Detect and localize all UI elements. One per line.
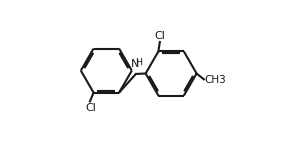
Text: H: H — [135, 58, 142, 67]
Text: Cl: Cl — [85, 103, 96, 113]
Text: N: N — [131, 59, 139, 69]
Text: Cl: Cl — [155, 31, 166, 41]
Text: CH3: CH3 — [204, 75, 226, 85]
